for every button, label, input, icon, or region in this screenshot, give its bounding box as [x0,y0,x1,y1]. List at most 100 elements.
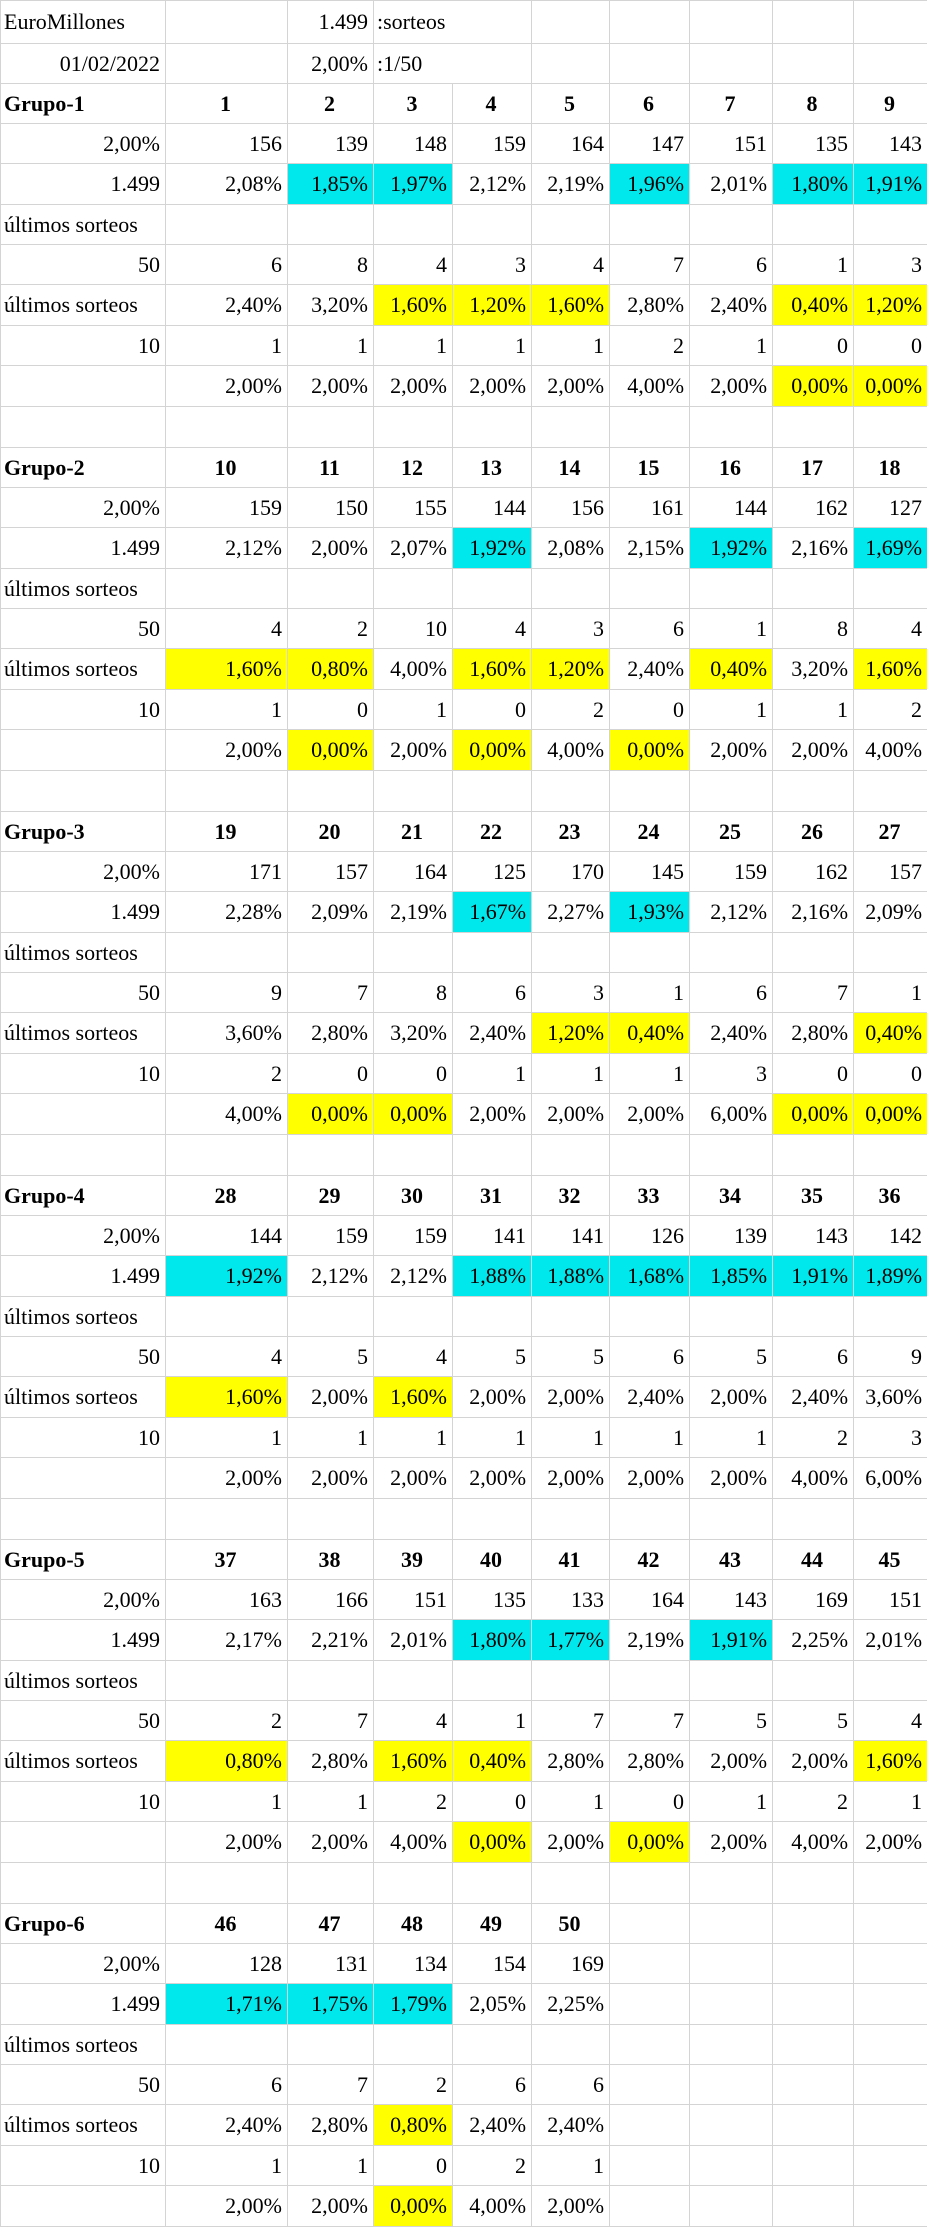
draw-count: 143 [854,124,927,164]
empty-cell [1,1094,166,1135]
frequency-pct: 2,00% [453,1377,532,1418]
frequency-pct: 2,00% [532,1094,610,1135]
draw-count: 2 [374,2065,453,2105]
draw-count: 1 [374,690,453,730]
draw-count: 164 [374,852,453,892]
draw-count: 159 [453,124,532,164]
empty-cell [610,407,690,448]
draw-count: 2 [773,1782,854,1822]
empty-cell [854,44,927,84]
empty-cell [532,1499,610,1540]
ball-number: 47 [288,1904,374,1944]
draw-count: 7 [610,1701,690,1741]
empty-cell [854,569,927,609]
frequency-pct: 2,17% [166,1620,288,1661]
last-draws-label: últimos sorteos [1,285,166,326]
draw-count: 159 [288,1216,374,1256]
draw-count: 163 [166,1580,288,1620]
frequency-pct: 1,88% [453,1256,532,1297]
frequency-pct: 1,60% [166,1377,288,1418]
ball-number: 40 [453,1540,532,1580]
empty-cell [854,1863,927,1904]
draw-count: 169 [773,1580,854,1620]
draw-count: 7 [288,1701,374,1741]
empty-cell [690,1,773,44]
empty-cell [690,2025,773,2065]
draw-count: 133 [532,1580,610,1620]
last-50-label: 50 [1,245,166,285]
frequency-pct: 1,85% [690,1256,773,1297]
draw-count: 0 [453,690,532,730]
ball-number: 22 [453,812,532,852]
ball-number: 1 [166,84,288,124]
frequency-pct: 2,25% [532,1984,610,2025]
frequency-pct: 4,00% [773,1822,854,1863]
ball-number: 29 [288,1176,374,1216]
last-50-label: 50 [1,2065,166,2105]
empty-cell [453,1863,532,1904]
empty-cell [453,205,532,245]
draw-count: 1 [773,690,854,730]
empty-cell [166,44,288,84]
empty-cell [690,1297,773,1337]
empty-cell [374,933,453,973]
draw-count: 151 [374,1580,453,1620]
frequency-pct: 0,40% [453,1741,532,1782]
empty-cell [690,569,773,609]
frequency-pct: 0,00% [610,1822,690,1863]
empty-cell [854,1,927,44]
empty-cell [854,2186,927,2227]
draw-count: 147 [610,124,690,164]
draw-count: 1 [610,1054,690,1094]
empty-cell [453,569,532,609]
draw-count: 144 [166,1216,288,1256]
draw-count: 1 [288,326,374,366]
empty-cell [690,1661,773,1701]
empty-cell [532,1661,610,1701]
frequency-pct: 1,80% [453,1620,532,1661]
ball-number: 27 [854,812,927,852]
ball-number: 17 [773,448,854,488]
frequency-pct: 2,00% [288,366,374,407]
draw-count: 2 [166,1701,288,1741]
empty-cell [610,1297,690,1337]
total-draws-label: 1.499 [1,164,166,205]
empty-cell [1,1822,166,1863]
draw-count: 151 [690,124,773,164]
frequency-pct: 2,16% [773,892,854,933]
empty-cell [610,1984,690,2025]
empty-cell [610,933,690,973]
empty-cell [690,2186,773,2227]
frequency-pct: 2,40% [453,2105,532,2146]
empty-cell [610,1661,690,1701]
draw-count: 0 [610,690,690,730]
frequency-pct: 2,00% [288,528,374,569]
empty-cell [166,1297,288,1337]
draw-count: 127 [854,488,927,528]
frequency-pct: 1,85% [288,164,374,205]
draw-count: 150 [288,488,374,528]
frequency-pct: 1,92% [166,1256,288,1297]
ball-number: 15 [610,448,690,488]
empty-cell [1,730,166,771]
draw-count: 143 [773,1216,854,1256]
app-title: EuroMillones [1,1,166,44]
frequency-pct: 2,00% [690,1377,773,1418]
empty-cell [1,1499,166,1540]
spacer-row [1,1135,927,1176]
draw-count: 145 [610,852,690,892]
ball-number: 26 [773,812,854,852]
frequency-pct: 2,00% [166,730,288,771]
ball-number: 23 [532,812,610,852]
draw-count: 6 [610,1337,690,1377]
empty-cell [854,1499,927,1540]
draw-count: 0 [854,326,927,366]
draw-count: 135 [453,1580,532,1620]
empty-cell [854,771,927,812]
